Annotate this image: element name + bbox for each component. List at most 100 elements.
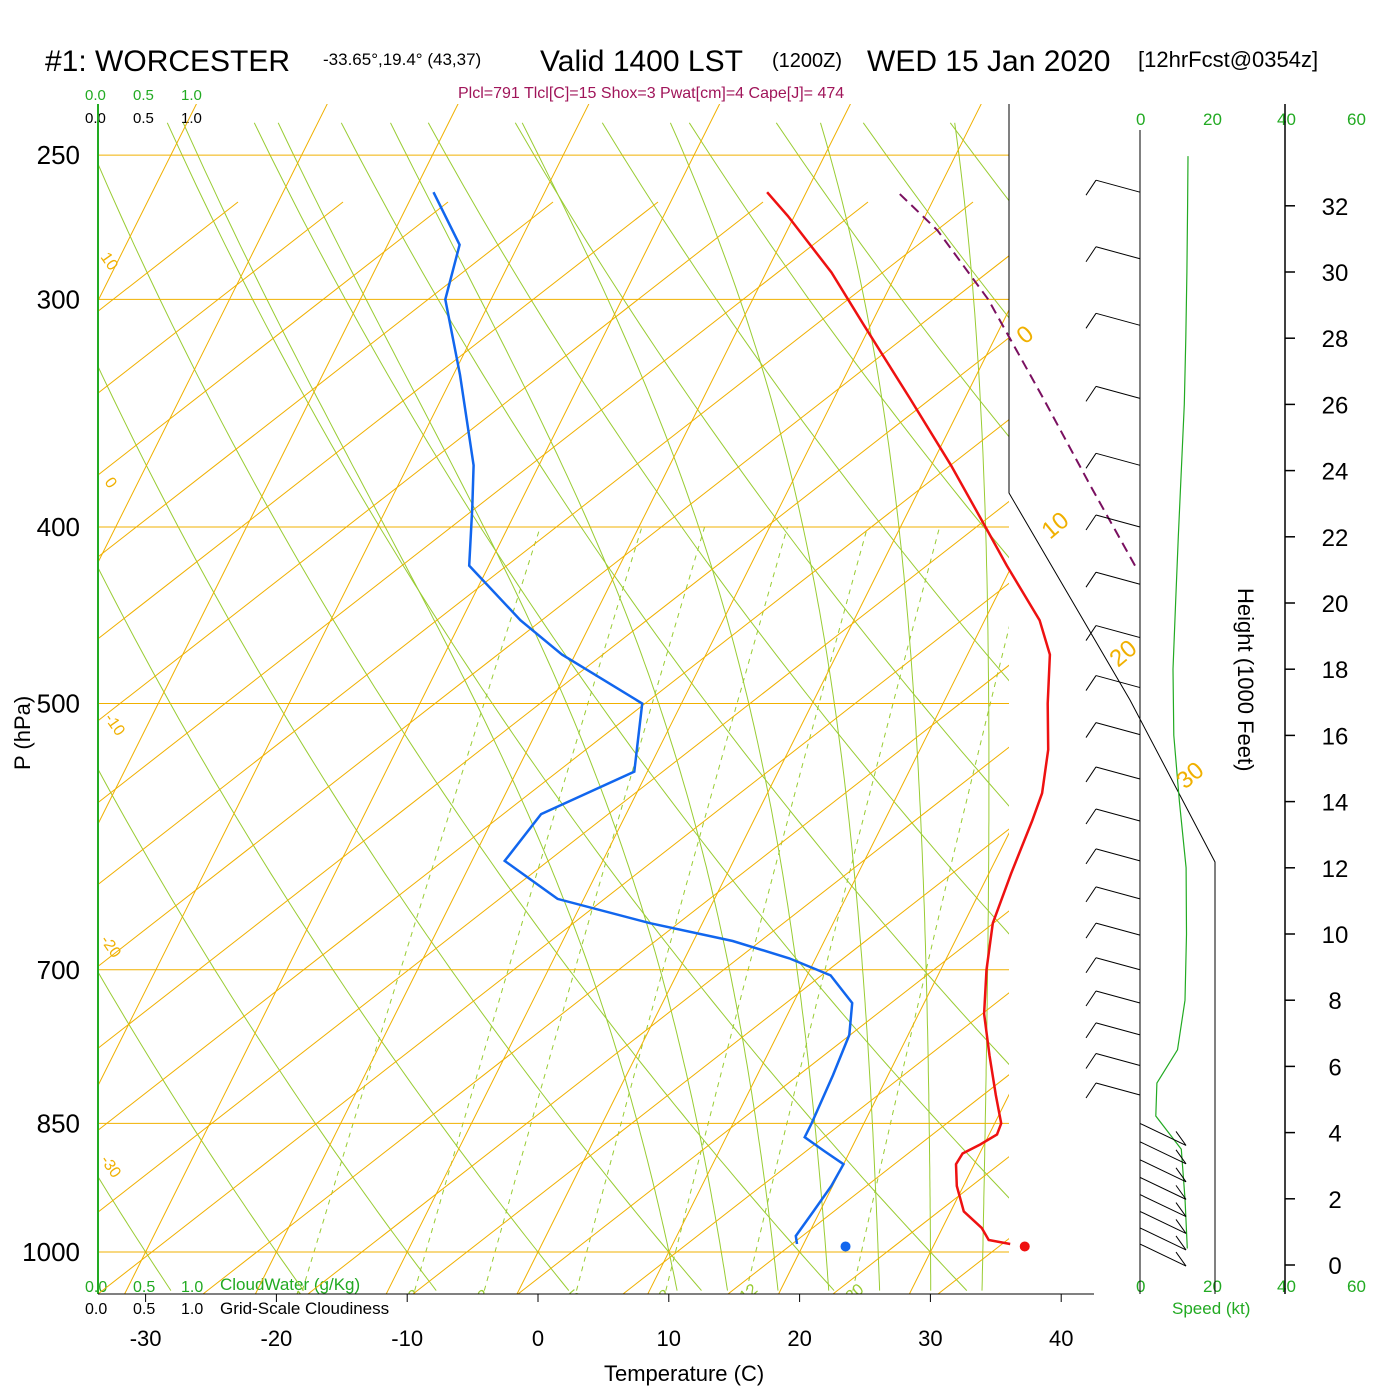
height-tick-label: 10 (1322, 922, 1349, 949)
dry-adiabat-line (427, 122, 1009, 935)
wind-barb-shaft (1095, 957, 1141, 971)
x-tick-label: 40 (1049, 1326, 1073, 1351)
mixing-ratio-label: 2 (405, 1287, 423, 1306)
forecast-hour: [12hrFcst@0354z] (1138, 47, 1318, 72)
isotherm-line (98, 201, 764, 722)
temperature-line (766, 191, 1052, 1246)
wind-barb (1085, 452, 1141, 469)
isotherm-line (1154, 0, 1400, 1327)
moist-adiabat-line (820, 122, 932, 1291)
isotherm-line (908, 1093, 1009, 1294)
dry-adiabat-line (514, 122, 1009, 807)
moist-adiabat-line (277, 122, 728, 1291)
mixing-ratio-label: 3 (475, 1287, 493, 1306)
wind-barb-flag (1085, 675, 1097, 691)
mixing-ratio-line (414, 526, 643, 1291)
cloudwater-tick: 0.0 (85, 1279, 107, 1296)
height-tick-label: 0 (1328, 1253, 1341, 1280)
wind-barb-flag (1085, 1022, 1097, 1039)
station-title: #1: WORCESTER (45, 45, 290, 78)
isotherm-line (98, 582, 1009, 1294)
isotherm-line (516, 308, 1009, 1294)
x-tick-label: 30 (918, 1326, 942, 1351)
height-tick-label: 22 (1322, 525, 1349, 552)
isotherm-line (98, 418, 1009, 1131)
isotherm-line (1148, 202, 1400, 1294)
speed-scale-top: 0 20 40 60 (1136, 110, 1366, 129)
wind-barb-shaft (1139, 1243, 1187, 1267)
pressure-tick-label: 700 (37, 955, 80, 985)
speed-tick: 20 (1203, 1277, 1222, 1296)
isotherm-line (254, 104, 851, 1294)
wind-barb-flag (1085, 1082, 1097, 1099)
mixing-ratio-label: 5 (567, 1287, 585, 1306)
forecast-date: WED 15 Jan 2020 (867, 45, 1110, 78)
wind-barb-shaft (1139, 1141, 1187, 1165)
wind-barb-flag (1175, 1251, 1187, 1267)
axis-ticks: -30 -20 -10 0 10 20 30 402503004005007008501000… (22, 140, 1348, 1351)
speed-scale-bottom: 0 20 40 60 Speed (kt) (1136, 1277, 1366, 1318)
cloudwater-tick: 0.5 (133, 1279, 155, 1296)
speed-tick: 60 (1347, 110, 1366, 129)
height-tick-label: 4 (1328, 1121, 1341, 1148)
isotherm-line (98, 337, 1009, 1049)
wind-barb (1085, 1022, 1141, 1039)
wind-speed-line (1155, 156, 1189, 1249)
plot-frame (97, 104, 1286, 1295)
cloudiness-tick: 1.0 (181, 1301, 203, 1318)
height-tick-label: 16 (1322, 723, 1349, 750)
isotherm-line (98, 104, 590, 1087)
wind-barb (1085, 179, 1141, 196)
wind-barb-shaft (1139, 1194, 1187, 1218)
isotherm-line (98, 104, 197, 302)
wind-barb-flag (1085, 808, 1097, 825)
dry-adiabat-line (862, 122, 1009, 319)
wind-barb-flag (1085, 957, 1097, 974)
wind-barb-flag (1085, 514, 1097, 531)
cloudwater-tick: 1.0 (181, 87, 202, 104)
wind-barb-flag (1175, 1131, 1187, 1146)
dry-adiabat-line (775, 122, 1009, 438)
cloudiness-tick: 0.0 (85, 1301, 107, 1318)
height-axis-title: Height (1000 Feet) (1233, 588, 1258, 771)
wind-barb (1085, 1053, 1141, 1069)
wind-barb-shaft (1095, 246, 1141, 260)
isotherm-label: 0 (101, 475, 120, 492)
pressure-tick-label: 1000 (22, 1237, 80, 1267)
speed-label: Speed (kt) (1172, 1299, 1250, 1318)
wind-barb-flag (1085, 386, 1097, 402)
speed-tick: 40 (1277, 110, 1296, 129)
wind-barb-shaft (1095, 179, 1141, 193)
height-tick-label: 28 (1322, 326, 1349, 353)
wind-barb-flag (1085, 625, 1097, 641)
wind-barb (1085, 514, 1141, 531)
surface-dewpoint-marker (840, 1241, 851, 1252)
pressure-tick-label: 500 (37, 689, 80, 719)
wind-barb-shaft (1095, 571, 1141, 585)
dry-adiabat-line (949, 122, 1009, 202)
pressure-tick-label: 300 (37, 284, 80, 314)
wind-barb-shaft (1095, 312, 1141, 326)
wind-barb (1085, 571, 1141, 588)
height-tick-label: 2 (1328, 1187, 1341, 1214)
cloudwater-tick: 0.5 (133, 87, 154, 104)
wind-barb-flag (1175, 1167, 1187, 1183)
isotherm-line (98, 201, 659, 640)
mixing-ratio-label: 1 (293, 1287, 311, 1306)
dry-adiabat-line (98, 971, 305, 1291)
wind-barb-shaft (1095, 385, 1141, 399)
isotherm-line (98, 255, 1009, 968)
cloudiness-tick: 0.5 (133, 1301, 155, 1318)
wind-barb-shaft (1095, 766, 1141, 780)
mixing-ratio-line (301, 526, 541, 1291)
isotherm-label: 10 (97, 250, 121, 274)
mixing-ratio-line (483, 526, 706, 1291)
wind-barb-flag (1175, 1185, 1187, 1200)
cloudiness-tick: 0.0 (85, 110, 106, 127)
moist-adiabat-line (521, 122, 830, 1291)
x-tick-label: 20 (787, 1326, 811, 1351)
cloudwater-tick: 0.0 (85, 87, 106, 104)
mixing-ratio-label: 20 (843, 1281, 868, 1306)
moist-adiabat-line (954, 122, 990, 1291)
wind-barb (1085, 385, 1141, 402)
